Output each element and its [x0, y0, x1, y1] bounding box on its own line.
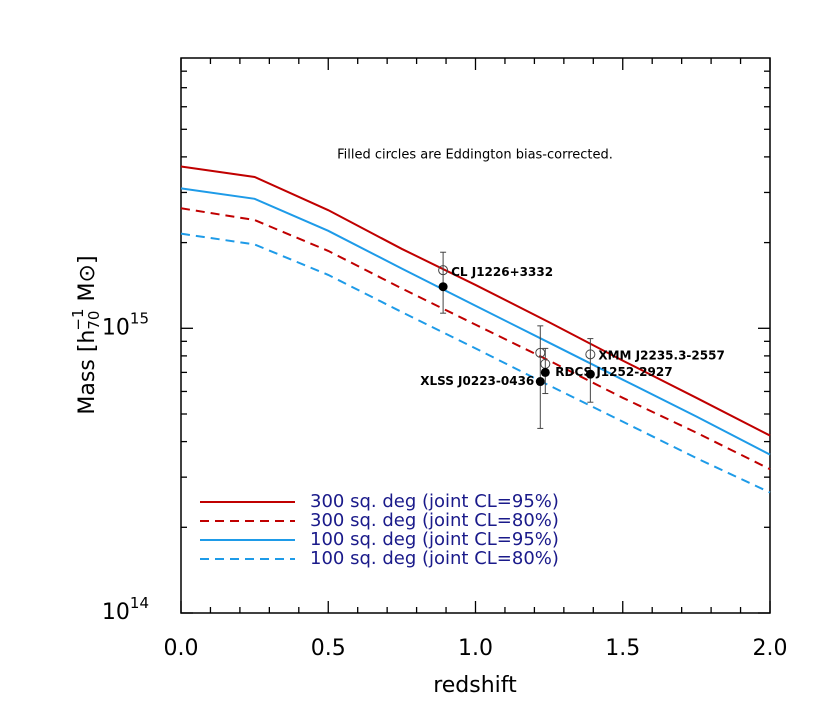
series-line [180, 207, 771, 471]
y-tick-exponent: 15 [130, 309, 149, 327]
series-line [180, 232, 771, 494]
legend-label: 100 sq. deg (joint CL=80%) [310, 548, 559, 569]
y-label-sup: −1 [69, 308, 87, 330]
y-label-tail: M⊙] [75, 255, 100, 308]
point-label: XMM J2235.3-2557 [598, 349, 724, 363]
x-tick-label: 2.0 [753, 636, 788, 661]
x-tick-label: 1.5 [605, 636, 640, 661]
point-label: CL J1226+3332 [451, 265, 553, 279]
filled-point [535, 377, 545, 387]
y-tick-label: 1014 [102, 594, 149, 626]
legend-label: 100 sq. deg (joint CL=95%) [310, 529, 559, 550]
y-tick-exponent: 14 [130, 594, 149, 612]
y-tick-label: 1015 [102, 309, 149, 341]
series-line [180, 187, 771, 456]
legend-label: 300 sq. deg (joint CL=80%) [310, 510, 559, 531]
y-tick-base: 10 [102, 315, 130, 340]
x-tick-label: 0.5 [311, 636, 346, 661]
point-label: XLSS J0223-0436 [420, 374, 534, 388]
x-tick-label: 1.0 [458, 636, 493, 661]
series-line [180, 165, 771, 437]
y-axis-label: Mass [h70−1 M⊙] [69, 255, 103, 414]
filled-point [540, 367, 550, 377]
filled-point [438, 282, 448, 292]
y-tick-base: 10 [102, 600, 130, 625]
point-label: RDCS J1252-2927 [555, 365, 672, 379]
open-point [438, 265, 449, 276]
open-point [585, 349, 596, 360]
open-point [535, 347, 546, 358]
x-tick-label: 0.0 [164, 636, 199, 661]
x-axis-label: redshift [433, 673, 517, 698]
y-label-text: Mass [h [75, 330, 100, 415]
legend-label: 300 sq. deg (joint CL=95%) [310, 491, 559, 512]
annotation: Filled circles are Eddington bias-correc… [337, 148, 613, 163]
y-label-sub: 70 [85, 311, 103, 330]
filled-point [585, 369, 595, 379]
